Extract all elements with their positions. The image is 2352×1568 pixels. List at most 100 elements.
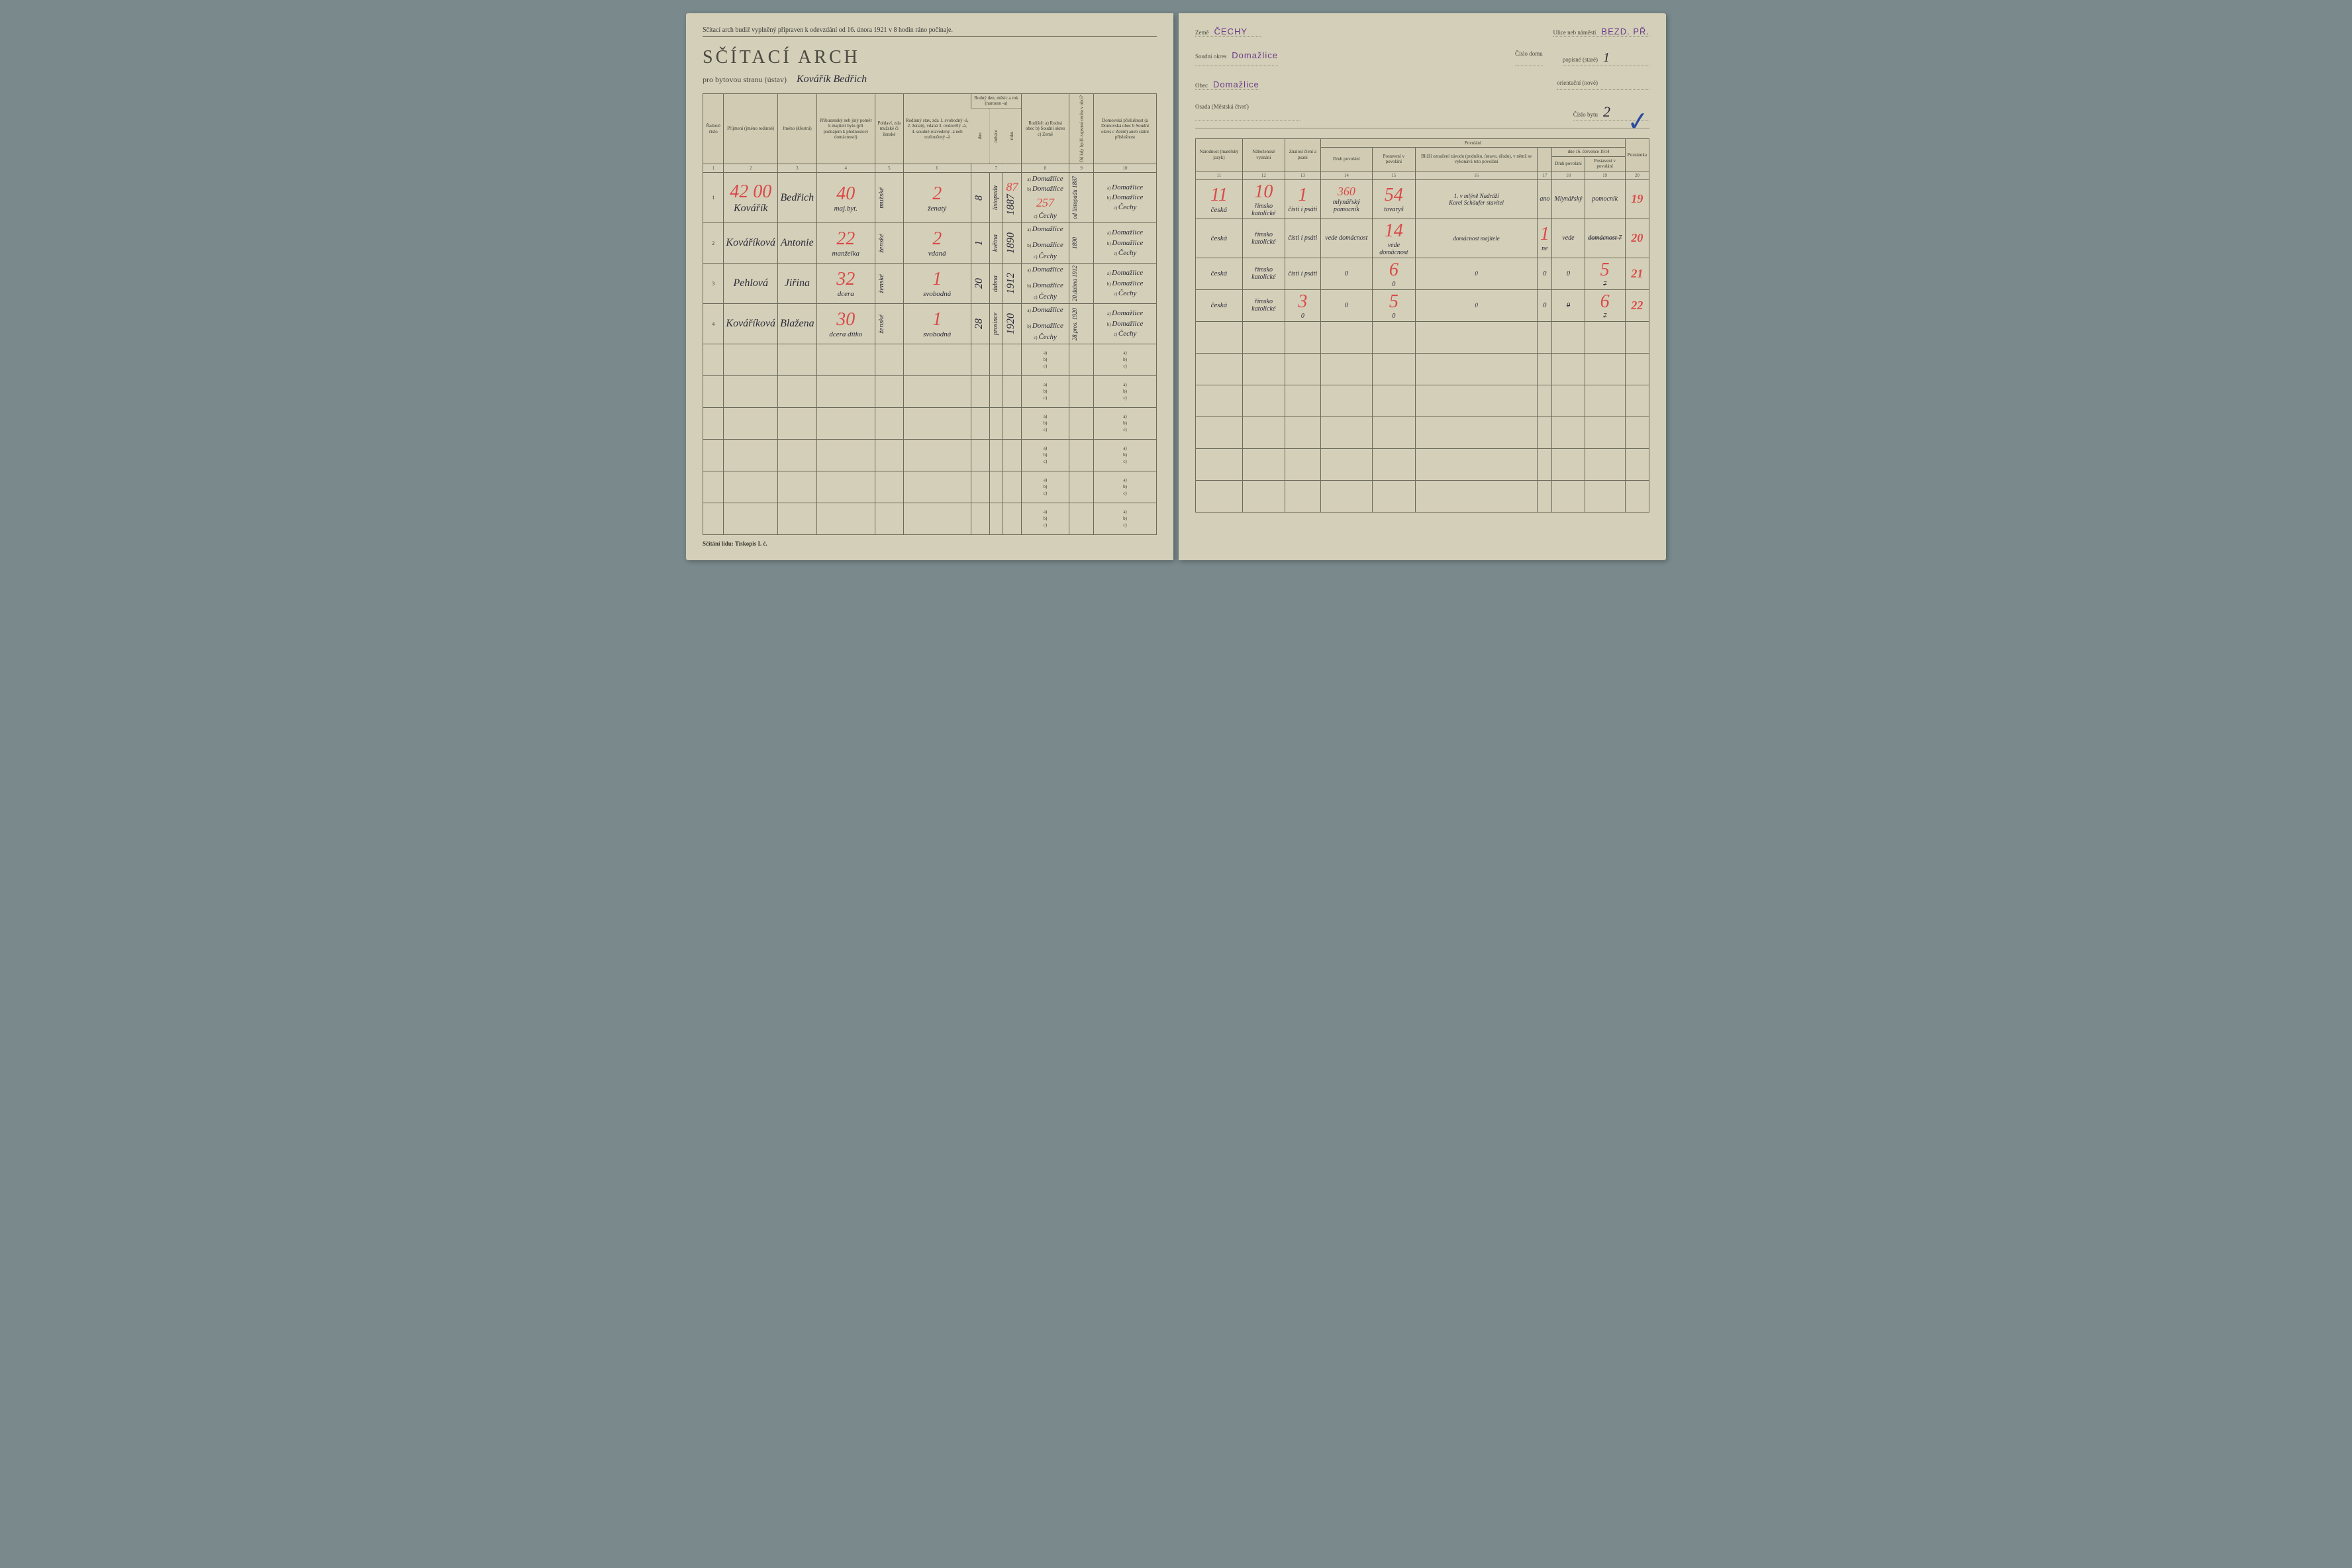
hdr-c9: Od kdy bydlí zapsaná osoba v obci? [1069, 94, 1094, 164]
left-page: Sčítací arch budiž vyplněný připraven k … [686, 13, 1173, 560]
poznamka: 21 [1625, 258, 1649, 289]
znalost: čísti i psáti [1285, 219, 1320, 258]
hdr-c18: Druh povolání [1552, 156, 1585, 171]
domovska: a) Domažlice b) Domažlice c) Čechy [1094, 304, 1157, 344]
hdr-c7: Rodný den, měsíc a rok (narozen -a) [971, 94, 1021, 109]
jmeno: Jiřina [778, 264, 817, 304]
rodiste: a) Domažlice b) Domažlice c) Čechy [1022, 264, 1069, 304]
hdr-c13: Znalost čtení a psaní [1285, 139, 1320, 172]
c17: 1 ne [1538, 219, 1552, 258]
rok: 87 1887 [1003, 173, 1021, 223]
pohlavi: mužské [875, 173, 903, 223]
odkdy: od listopadu 1887 [1069, 173, 1094, 223]
pohlavi: ženské [875, 264, 903, 304]
footer-left: Sčítání lidu: Tiskopis I. č. [703, 540, 1157, 547]
domovska: a) Domažlice b) Domažlice c) Čechy [1094, 264, 1157, 304]
hdr-c19: Postavení v povolání [1585, 156, 1625, 171]
nabozenske: 10 římsko katolické [1242, 179, 1285, 219]
c17: 0 [1538, 258, 1552, 289]
colnum: 16 [1415, 171, 1537, 179]
lbl: orientační (nové) [1557, 79, 1598, 86]
hdr-c10: Domovská příslušnost (a Domovská obec b … [1094, 94, 1157, 164]
lbl: popisné (staré) [1563, 56, 1598, 63]
postaveni: 14 vede domácnost [1372, 219, 1415, 258]
hdr-c16: Bližší označení závodu (podniku, ústavu,… [1415, 148, 1537, 171]
c19: domácnost 7 [1585, 219, 1625, 258]
colnum: 13 [1285, 171, 1320, 179]
zavod: 1. v mlýně Nadráží Karel Schäufer stavit… [1415, 179, 1537, 219]
row-num: 2 [703, 223, 724, 264]
census-table-left: Řadové číslo Příjmení (jméno rodinné) Jm… [703, 93, 1157, 535]
druh: 0 [1320, 258, 1372, 289]
colnum: 4 [816, 164, 875, 173]
colnum: 20 [1625, 171, 1649, 179]
zavod: 0 [1415, 258, 1537, 289]
domovska: a) Domažlice b) Domažlice c) Čechy [1094, 173, 1157, 223]
jmeno: Blažena [778, 304, 817, 344]
colnum: 2 [724, 164, 778, 173]
narodnost: česká [1196, 219, 1243, 258]
colnum: 19 [1585, 171, 1625, 179]
stav: 2 ženatý [903, 173, 971, 223]
colnum: 10 [1094, 164, 1157, 173]
poznamka: 22 [1625, 289, 1649, 321]
lbl: Číslo bytu [1573, 111, 1598, 118]
colnum: 7 [971, 164, 1021, 173]
mesic: prosince [989, 304, 1003, 344]
census-table-right: Národnost (mateřský jazyk) Náboženské vy… [1195, 138, 1649, 513]
colnum: 11 [1196, 171, 1243, 179]
prijmeni: Pehlová [724, 264, 778, 304]
znalost: 1 čísti i psáti [1285, 179, 1320, 219]
blue-checkmark: ✓ [1626, 105, 1651, 138]
zavod: 0 [1415, 289, 1537, 321]
colnum: 15 [1372, 171, 1415, 179]
hdr-c15: Postavení v povolání [1372, 148, 1415, 171]
postaveni: 54 tovaryš [1372, 179, 1415, 219]
pomer: 30 dcera dítko [816, 304, 875, 344]
rodiste: a) Domažlice b) Domažlice c) Čechy [1022, 223, 1069, 264]
zavod: domácnost majitele [1415, 219, 1537, 258]
prijmeni: Kováříková [724, 304, 778, 344]
hdr-c7c: roku [1003, 108, 1021, 164]
pomer: 32 dcera [816, 264, 875, 304]
mesic: dubna [989, 264, 1003, 304]
subtitle: pro bytovou stranu (ústav) [703, 75, 787, 84]
c19: pomocník [1585, 179, 1625, 219]
right-header-block: ZeměČECHY Ulice neb náměstíBEZD. PŘ. Sou… [1195, 26, 1649, 128]
lbl: Číslo domu [1515, 50, 1543, 57]
hdr-1914: dne 16. července 1914 [1552, 148, 1625, 156]
druh: 360 mlynářský pomocník [1320, 179, 1372, 219]
prijmeni: Kováříková [724, 223, 778, 264]
c19: 5 7 [1585, 258, 1625, 289]
c18: 0 [1552, 289, 1585, 321]
c17: 0 [1538, 289, 1552, 321]
znalost: 3 0 [1285, 289, 1320, 321]
c17: ano [1538, 179, 1552, 219]
den: 20 [971, 264, 989, 304]
den: 8 [971, 173, 989, 223]
rodiste: a) Domažlice b) Domažlice 257 c) Čechy [1022, 173, 1069, 223]
lbl: Osada (Městská čtvrť) [1195, 103, 1249, 110]
colnum: 12 [1242, 171, 1285, 179]
hdr-c4: Příbuzenský neb jiný poměr k majiteli by… [816, 94, 875, 164]
row-num: 4 [703, 304, 724, 344]
colnum: 8 [1022, 164, 1069, 173]
druh: vede domácnost [1320, 219, 1372, 258]
c18: 0 [1552, 258, 1585, 289]
colnum: 3 [778, 164, 817, 173]
colnum: 18 [1552, 171, 1585, 179]
hdr-c8: Rodiště: a) Rodná obec b) Soudní okres c… [1022, 94, 1069, 164]
hdr-c14: Druh povolání [1320, 148, 1372, 171]
hdr-c20: Poznámka [1625, 139, 1649, 172]
c18: vede [1552, 219, 1585, 258]
colnum: 1 [703, 164, 724, 173]
hdr-c17 [1538, 148, 1552, 171]
rok: 1920 [1003, 304, 1021, 344]
colnum: 14 [1320, 171, 1372, 179]
postaveni: 5 0 [1372, 289, 1415, 321]
hdr-c2: Příjmení (jméno rodinné) [724, 94, 778, 164]
stav: 2 vdaná [903, 223, 971, 264]
hdr-c7b: měsíce [989, 108, 1003, 164]
colnum: 6 [903, 164, 971, 173]
c18: Mlynářský [1552, 179, 1585, 219]
